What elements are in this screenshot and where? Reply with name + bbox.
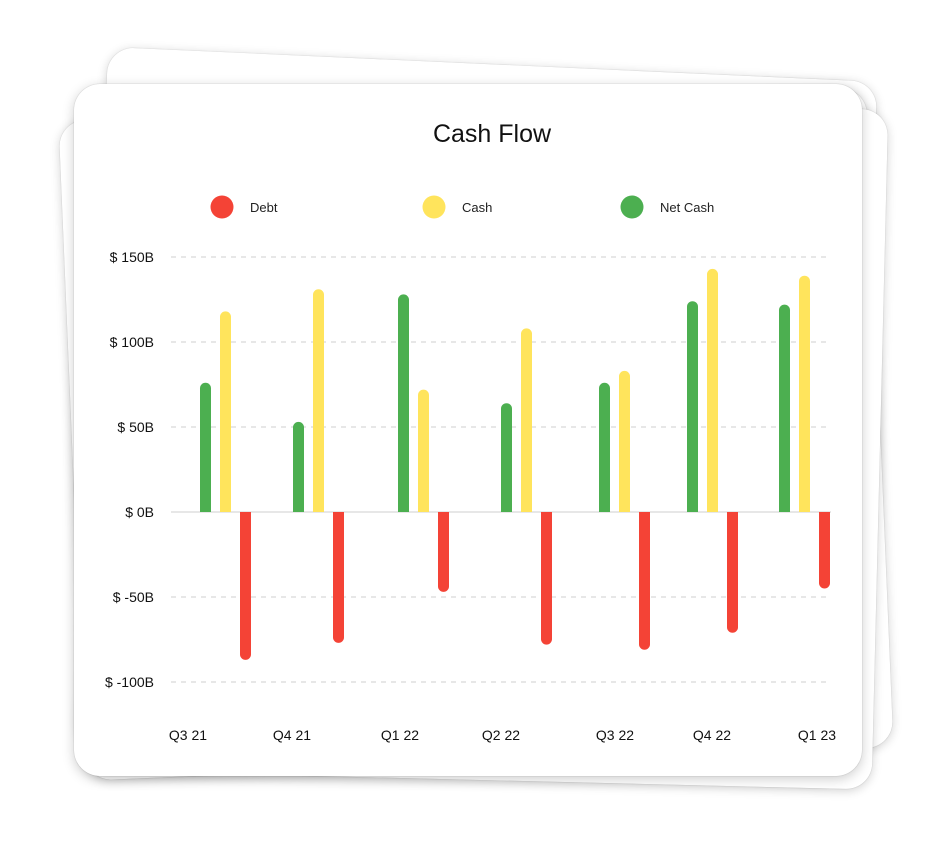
legend-item-debt: Debt [210,195,278,219]
legend-swatch [210,195,234,219]
legend-label: Net Cash [660,200,714,215]
bars [200,268,830,660]
legend: Debt Cash Net Cash [210,195,714,219]
y-tick-label: $ 150B [110,249,154,265]
chart-card: Cash Flow Debt Cash Net Cash $ 150B $ 100B $… [74,84,862,776]
bar-net-cash-q4-22 [687,301,698,512]
x-tick-label: Q1 23 [798,727,836,743]
bar-net-cash-q3-22 [599,382,610,512]
legend-item-net-cash: Net Cash [620,195,714,219]
bar-debt-q2-22 [541,512,552,645]
x-tick-label: Q3 21 [169,727,207,743]
legend-swatch [620,195,644,219]
bar-net-cash-q1-23 [779,304,790,512]
x-tick-label: Q4 21 [273,727,311,743]
y-tick-label: $ -50B [113,589,154,605]
bar-group-q3-21 [200,311,251,660]
bar-debt-q4-21 [333,512,344,643]
bar-cash-q3-21 [220,311,231,512]
bar-net-cash-q3-21 [200,382,211,512]
bar-group-q4-22 [687,268,738,633]
x-tick-label: Q2 22 [482,727,520,743]
bar-group-q4-21 [293,289,344,643]
x-tick-label: Q3 22 [596,727,634,743]
bar-net-cash-q2-22 [501,403,512,512]
chart-title: Cash Flow [433,120,552,148]
legend-swatch [422,195,446,219]
bar-group-q1-22 [398,294,450,592]
y-tick-label: $ 100B [110,334,154,350]
y-tick-label: $ -100B [105,674,154,690]
bar-debt-q1-23 [819,512,830,589]
y-tick-label: $ 50B [117,419,154,435]
bar-group-q2-22 [501,328,552,645]
y-axis: $ 150B $ 100B $ 50B $ 0B $ -50B $ -100B [105,249,154,690]
bar-net-cash-q4-21 [293,421,304,512]
bar-debt-q1-22 [438,512,450,592]
legend-label: Debt [250,200,278,215]
bar-debt-q3-22 [639,512,650,650]
x-axis: Q3 21 Q4 21 Q1 22 Q2 22 Q3 22 Q4 22 Q1 23 [169,727,836,743]
bar-net-cash-q1-22 [398,294,409,512]
cash-flow-chart: Cash Flow Debt Cash Net Cash $ 150B$ 100B$… [105,120,836,743]
bar-debt-q4-22 [727,512,738,633]
legend-item-cash: Cash [422,195,492,219]
x-tick-label: Q1 22 [381,727,419,743]
y-tick-label: $ 0B [125,504,154,520]
legend-label: Cash [462,200,492,215]
bar-group-q1-23 [779,275,830,589]
bar-cash-q1-22 [418,389,429,512]
bar-cash-q4-22 [707,268,718,512]
bar-group-q3-22 [599,370,650,650]
bar-cash-q1-23 [799,275,810,512]
bar-cash-q3-22 [619,370,630,512]
bar-cash-q2-22 [521,328,532,512]
x-tick-label: Q4 22 [693,727,731,743]
bar-debt-q3-21 [240,512,251,660]
bar-cash-q4-21 [313,289,324,512]
